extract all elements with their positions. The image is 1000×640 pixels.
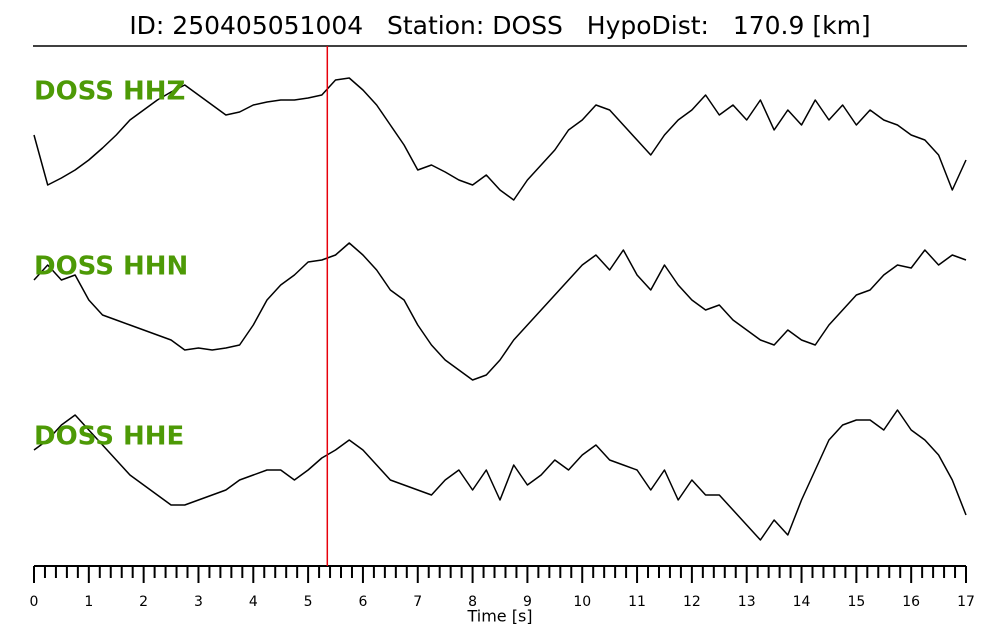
x-tick-label: 7 xyxy=(413,594,422,610)
x-tick-label: 16 xyxy=(902,594,920,610)
x-tick-label: 1 xyxy=(84,594,93,610)
x-tick-label: 10 xyxy=(573,594,591,610)
x-tick-label: 4 xyxy=(249,594,258,610)
x-tick-label: 15 xyxy=(847,594,865,610)
trace-label: DOSS HHZ xyxy=(34,77,185,107)
trace xyxy=(33,242,967,381)
x-axis-label: Time [s] xyxy=(466,607,532,626)
x-tick-label: 2 xyxy=(139,594,148,610)
x-tick-label: 5 xyxy=(304,594,313,610)
chart-title: ID: 250405051004 Station: DOSS HypoDist:… xyxy=(129,11,870,40)
trace-label: DOSS HHE xyxy=(34,422,184,452)
x-tick-label: 13 xyxy=(738,594,756,610)
x-tick-label: 11 xyxy=(628,594,646,610)
trace xyxy=(33,409,967,541)
x-tick-label: 12 xyxy=(683,594,701,610)
x-tick-label: 3 xyxy=(194,594,203,610)
x-tick-label: 17 xyxy=(957,594,975,610)
x-tick-label: 0 xyxy=(30,594,39,610)
trace-label: DOSS HHN xyxy=(34,252,188,282)
x-tick-label: 6 xyxy=(358,594,367,610)
trace xyxy=(33,77,967,201)
x-tick-label: 9 xyxy=(523,594,532,610)
x-tick-label: 8 xyxy=(468,594,477,610)
x-tick-label: 14 xyxy=(793,594,811,610)
